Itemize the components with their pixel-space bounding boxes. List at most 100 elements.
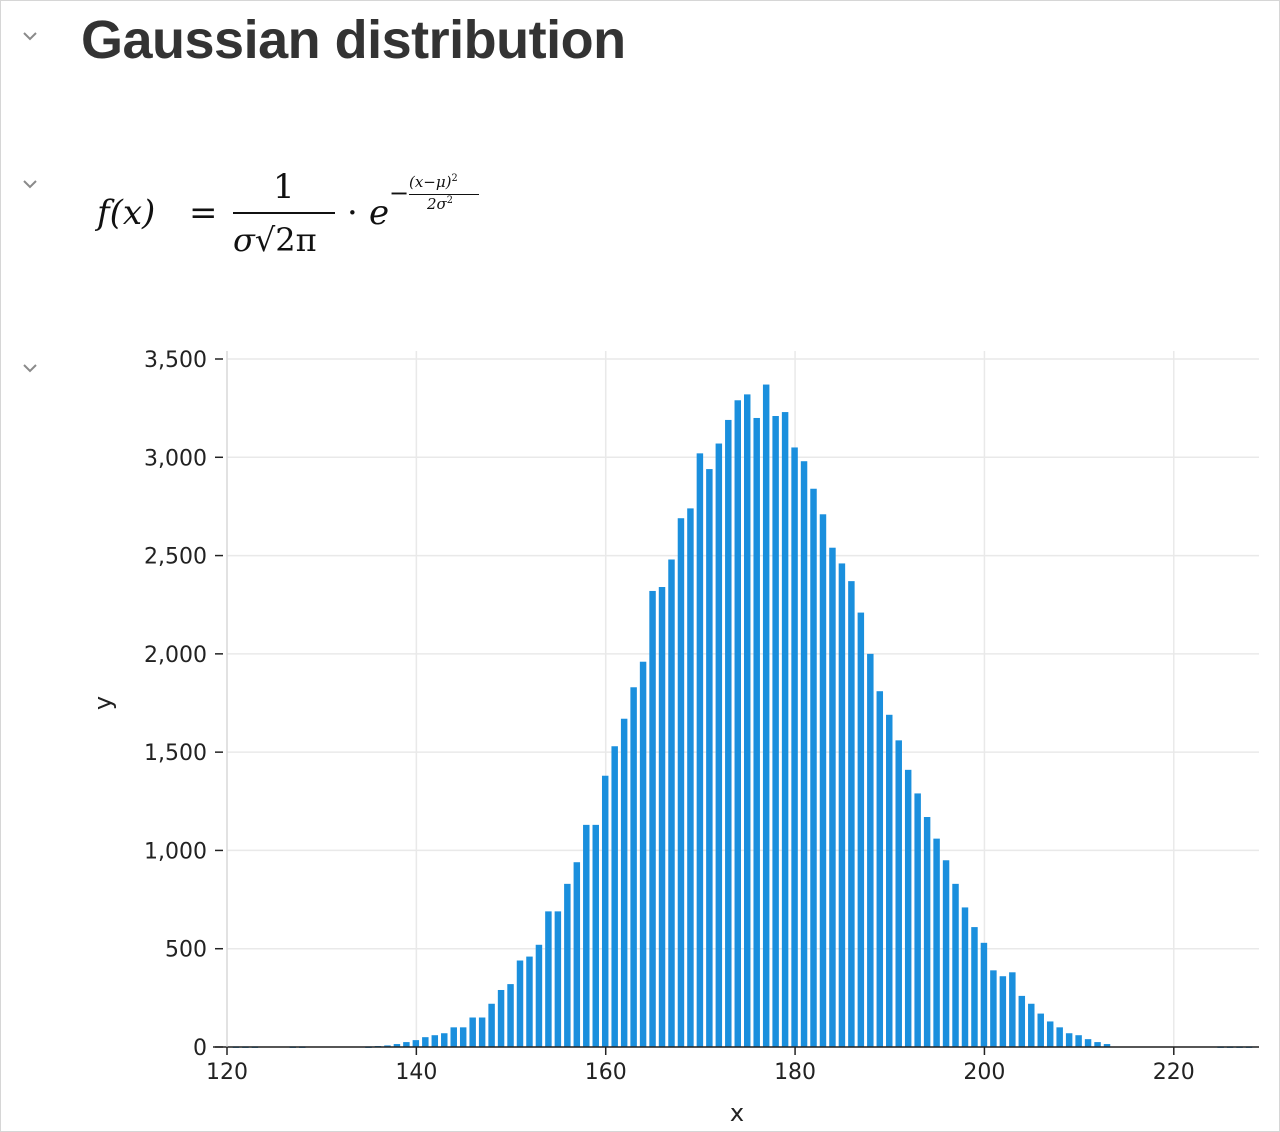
histogram-bar xyxy=(526,956,533,1047)
histogram-bar xyxy=(649,590,656,1047)
histogram-bar xyxy=(1009,972,1016,1047)
formula-equals: = xyxy=(189,193,218,233)
histogram-bar xyxy=(848,581,855,1047)
histogram-bar xyxy=(725,419,732,1047)
formula-lhs: f(x) xyxy=(97,193,156,233)
y-tick-label: 2,500 xyxy=(144,545,207,570)
chevron-down-icon[interactable] xyxy=(21,177,39,191)
histogram-bar xyxy=(886,714,893,1047)
histogram-bar xyxy=(422,1037,429,1047)
histogram-bar xyxy=(658,587,666,1047)
histogram-bar xyxy=(696,453,704,1048)
x-tick-label: 180 xyxy=(774,1060,816,1085)
formula-exp-numerator: (x−μ)2 xyxy=(409,173,458,191)
histogram-bar xyxy=(488,1003,495,1047)
histogram-bar xyxy=(772,416,779,1047)
histogram-bar xyxy=(762,384,770,1047)
histogram-bar xyxy=(601,775,609,1047)
histogram-bar xyxy=(1094,1042,1101,1047)
histogram-bar xyxy=(819,514,827,1047)
histogram-chart: 0 500 1,000 1,500 2,000 2,500 3,000 3,500 120 140… xyxy=(89,348,1259,1127)
y-axis-label: y xyxy=(89,696,117,710)
histogram-bar xyxy=(744,394,751,1047)
histogram-bar xyxy=(412,1040,420,1047)
histogram-bar xyxy=(800,461,808,1048)
histogram-bar xyxy=(583,824,590,1047)
y-tick-label: 2,000 xyxy=(144,643,207,668)
histogram-bar xyxy=(639,661,647,1047)
y-tick-label: 3,000 xyxy=(144,446,207,471)
histogram-bar xyxy=(393,1044,401,1047)
histogram-bar xyxy=(516,960,524,1047)
histogram-bar xyxy=(715,443,723,1047)
histogram-bar xyxy=(1084,1039,1092,1047)
histogram-bar xyxy=(706,469,713,1047)
x-tick-label: 140 xyxy=(395,1060,437,1085)
histogram-bar xyxy=(469,1017,476,1047)
histogram-bar xyxy=(895,740,902,1047)
histogram-bar xyxy=(545,911,552,1047)
chevron-down-icon[interactable] xyxy=(21,29,39,43)
histogram-bar xyxy=(611,746,618,1047)
histogram-bar xyxy=(942,860,950,1047)
histogram-bar xyxy=(867,653,874,1047)
histogram-bar xyxy=(573,862,581,1047)
histogram-bar xyxy=(450,1027,457,1047)
histogram-bar xyxy=(876,691,884,1047)
formula-dot: · xyxy=(347,193,358,233)
histogram-bar xyxy=(497,989,505,1047)
formula-exp-denominator: 2σ2 xyxy=(427,195,454,213)
histogram-bar xyxy=(1056,1027,1063,1047)
histogram-bar xyxy=(630,687,637,1047)
histogram-bar xyxy=(734,400,741,1047)
histogram-bar xyxy=(507,984,514,1047)
histogram-bar xyxy=(668,559,675,1047)
cell-heading: Gaussian distribution xyxy=(81,10,626,70)
histogram-bar xyxy=(810,488,817,1047)
histogram-bar xyxy=(971,927,978,1047)
histogram-bar xyxy=(564,883,571,1047)
y-tick-label: 1,500 xyxy=(144,741,207,766)
histogram-bar xyxy=(904,769,912,1047)
y-tick-label: 3,500 xyxy=(144,348,207,373)
x-tick-label: 220 xyxy=(1153,1060,1195,1085)
histogram-bar xyxy=(933,838,940,1047)
histogram-bar xyxy=(961,907,969,1047)
chevron-down-icon[interactable] xyxy=(21,361,39,375)
x-tick-label: 120 xyxy=(206,1060,248,1085)
histogram-bar xyxy=(990,970,997,1047)
histogram-bar xyxy=(791,447,798,1048)
histogram-bar xyxy=(1075,1035,1082,1047)
histogram-bar xyxy=(384,1045,391,1047)
x-tick-label: 160 xyxy=(585,1060,627,1085)
histogram-bar xyxy=(441,1033,448,1047)
x-axis-label: x xyxy=(730,1099,744,1127)
y-tick-label: 1,000 xyxy=(144,839,207,864)
formula-exp-minus: − xyxy=(389,179,410,207)
formula-denominator: σ√2π xyxy=(233,221,317,259)
histogram-bar xyxy=(687,508,694,1047)
histogram-bar xyxy=(1018,995,1026,1047)
formula-exp-fraction-bar xyxy=(409,194,479,195)
histogram-bar xyxy=(535,944,543,1047)
y-tick-label: 500 xyxy=(165,938,207,963)
histogram-bar xyxy=(592,824,599,1047)
formula-e: e xyxy=(369,193,390,233)
formula-fraction-bar xyxy=(233,212,335,214)
histogram-bar xyxy=(1046,1021,1054,1047)
y-tick-label: 0 xyxy=(193,1036,207,1061)
histogram-bar xyxy=(403,1042,410,1047)
histogram-bar xyxy=(431,1035,439,1047)
histogram-bar xyxy=(952,883,959,1047)
histogram-bar xyxy=(459,1027,467,1047)
histogram-bar xyxy=(781,412,789,1047)
gaussian-formula: f(x) = 1 σ√2π · e − (x−μ)2 2σ2 xyxy=(97,167,517,267)
histogram-bar xyxy=(838,563,846,1047)
x-tick-label: 200 xyxy=(963,1060,1005,1085)
histogram-bar xyxy=(620,718,628,1047)
histogram-bar xyxy=(914,793,921,1047)
histogram-bar xyxy=(1028,1003,1035,1047)
histogram-bar xyxy=(1037,1013,1044,1047)
histogram-bar xyxy=(923,817,931,1047)
